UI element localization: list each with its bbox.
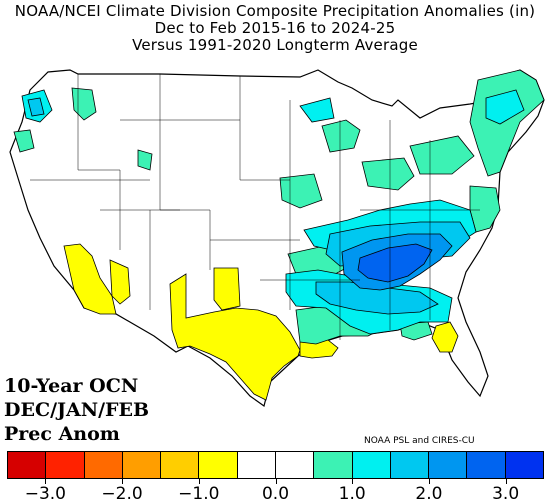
light-wet-pennsylvania (409, 135, 475, 175)
map-title-line-1: NOAA/NCEI Climate Division Composite Pre… (14, 2, 536, 20)
dry-region-oklahoma (213, 267, 241, 311)
colorbar-tick-label-6: 3.0 (492, 484, 520, 504)
colorbar-tick-2 (198, 479, 200, 484)
colorbar-tick-label-1: −2.0 (101, 484, 143, 504)
colorbar-cell-11 (429, 452, 468, 478)
wet-upper-michigan (299, 97, 335, 123)
colorbar-cell-13 (505, 452, 543, 478)
colorbar-tick-label-0: −3.0 (24, 484, 66, 504)
dry-region-florida (431, 321, 459, 353)
dry-region-new-mexico-west (109, 259, 131, 305)
colorbar-tick-label-2: −1.0 (178, 484, 220, 504)
dry-region-texas (169, 273, 301, 401)
colorbar-cell-12 (467, 452, 506, 478)
colorbar-cell-0 (8, 452, 47, 478)
light-wet-oregon (13, 129, 35, 153)
colorbar-tick-1 (122, 479, 124, 484)
colorbar-cell-6 (237, 452, 276, 478)
colorbar-tick-5 (428, 479, 430, 484)
colorbar-cell-7 (275, 452, 315, 478)
dry-region-arizona (63, 243, 117, 315)
wetter-washington-coast (27, 97, 45, 117)
colorbar-cell-3 (122, 452, 162, 478)
map-title-line-2: Dec to Feb 2015-16 to 2024-25 (154, 19, 396, 37)
colorbar-tick-4 (352, 479, 354, 484)
colorbar-tick-0 (45, 479, 47, 484)
colorbar-cell-4 (161, 452, 200, 478)
colorbar-cell-10 (390, 452, 430, 478)
overlay-label-line-1: 10-Year OCN (4, 375, 139, 397)
credit-text: NOAA PSL and CIRES-CU (364, 436, 475, 446)
wettest-anomaly-regions (357, 243, 433, 283)
light-wet-new-england (469, 69, 545, 177)
colorbar-cell-1 (46, 452, 85, 478)
colorbar-cell-8 (314, 452, 353, 478)
dry-anomaly-regions (63, 243, 459, 401)
colorbar-cell-5 (199, 452, 238, 478)
precipitation-colorbar (7, 451, 544, 479)
colorbar-tick-3 (275, 479, 277, 484)
light-wet-idaho (137, 149, 153, 171)
colorbar-tick-label-4: 1.0 (338, 484, 366, 504)
light-wet-ohio (361, 157, 415, 191)
colorbar-cell-2 (84, 452, 123, 478)
map-title-line-3: Versus 1991-2020 Longterm Average (132, 36, 418, 54)
light-wet-great-lakes (321, 119, 361, 153)
wettest-southern-appalachians (357, 243, 433, 283)
us-precipitation-anomaly-map (9, 69, 545, 408)
colorbar-ticks (7, 479, 544, 485)
wet-new-york (485, 89, 525, 125)
colorbar-tick-6 (505, 479, 507, 484)
colorbar-cell-9 (352, 452, 391, 478)
light-wet-midwest (279, 173, 323, 209)
division-boundaries (30, 74, 480, 340)
overlay-label-line-3: Prec Anom (4, 423, 120, 445)
colorbar-tick-label-3: 0.0 (261, 484, 290, 504)
overlay-label-line-2: DEC/JAN/FEB (4, 399, 150, 421)
colorbar-tick-label-5: 2.0 (415, 484, 443, 504)
